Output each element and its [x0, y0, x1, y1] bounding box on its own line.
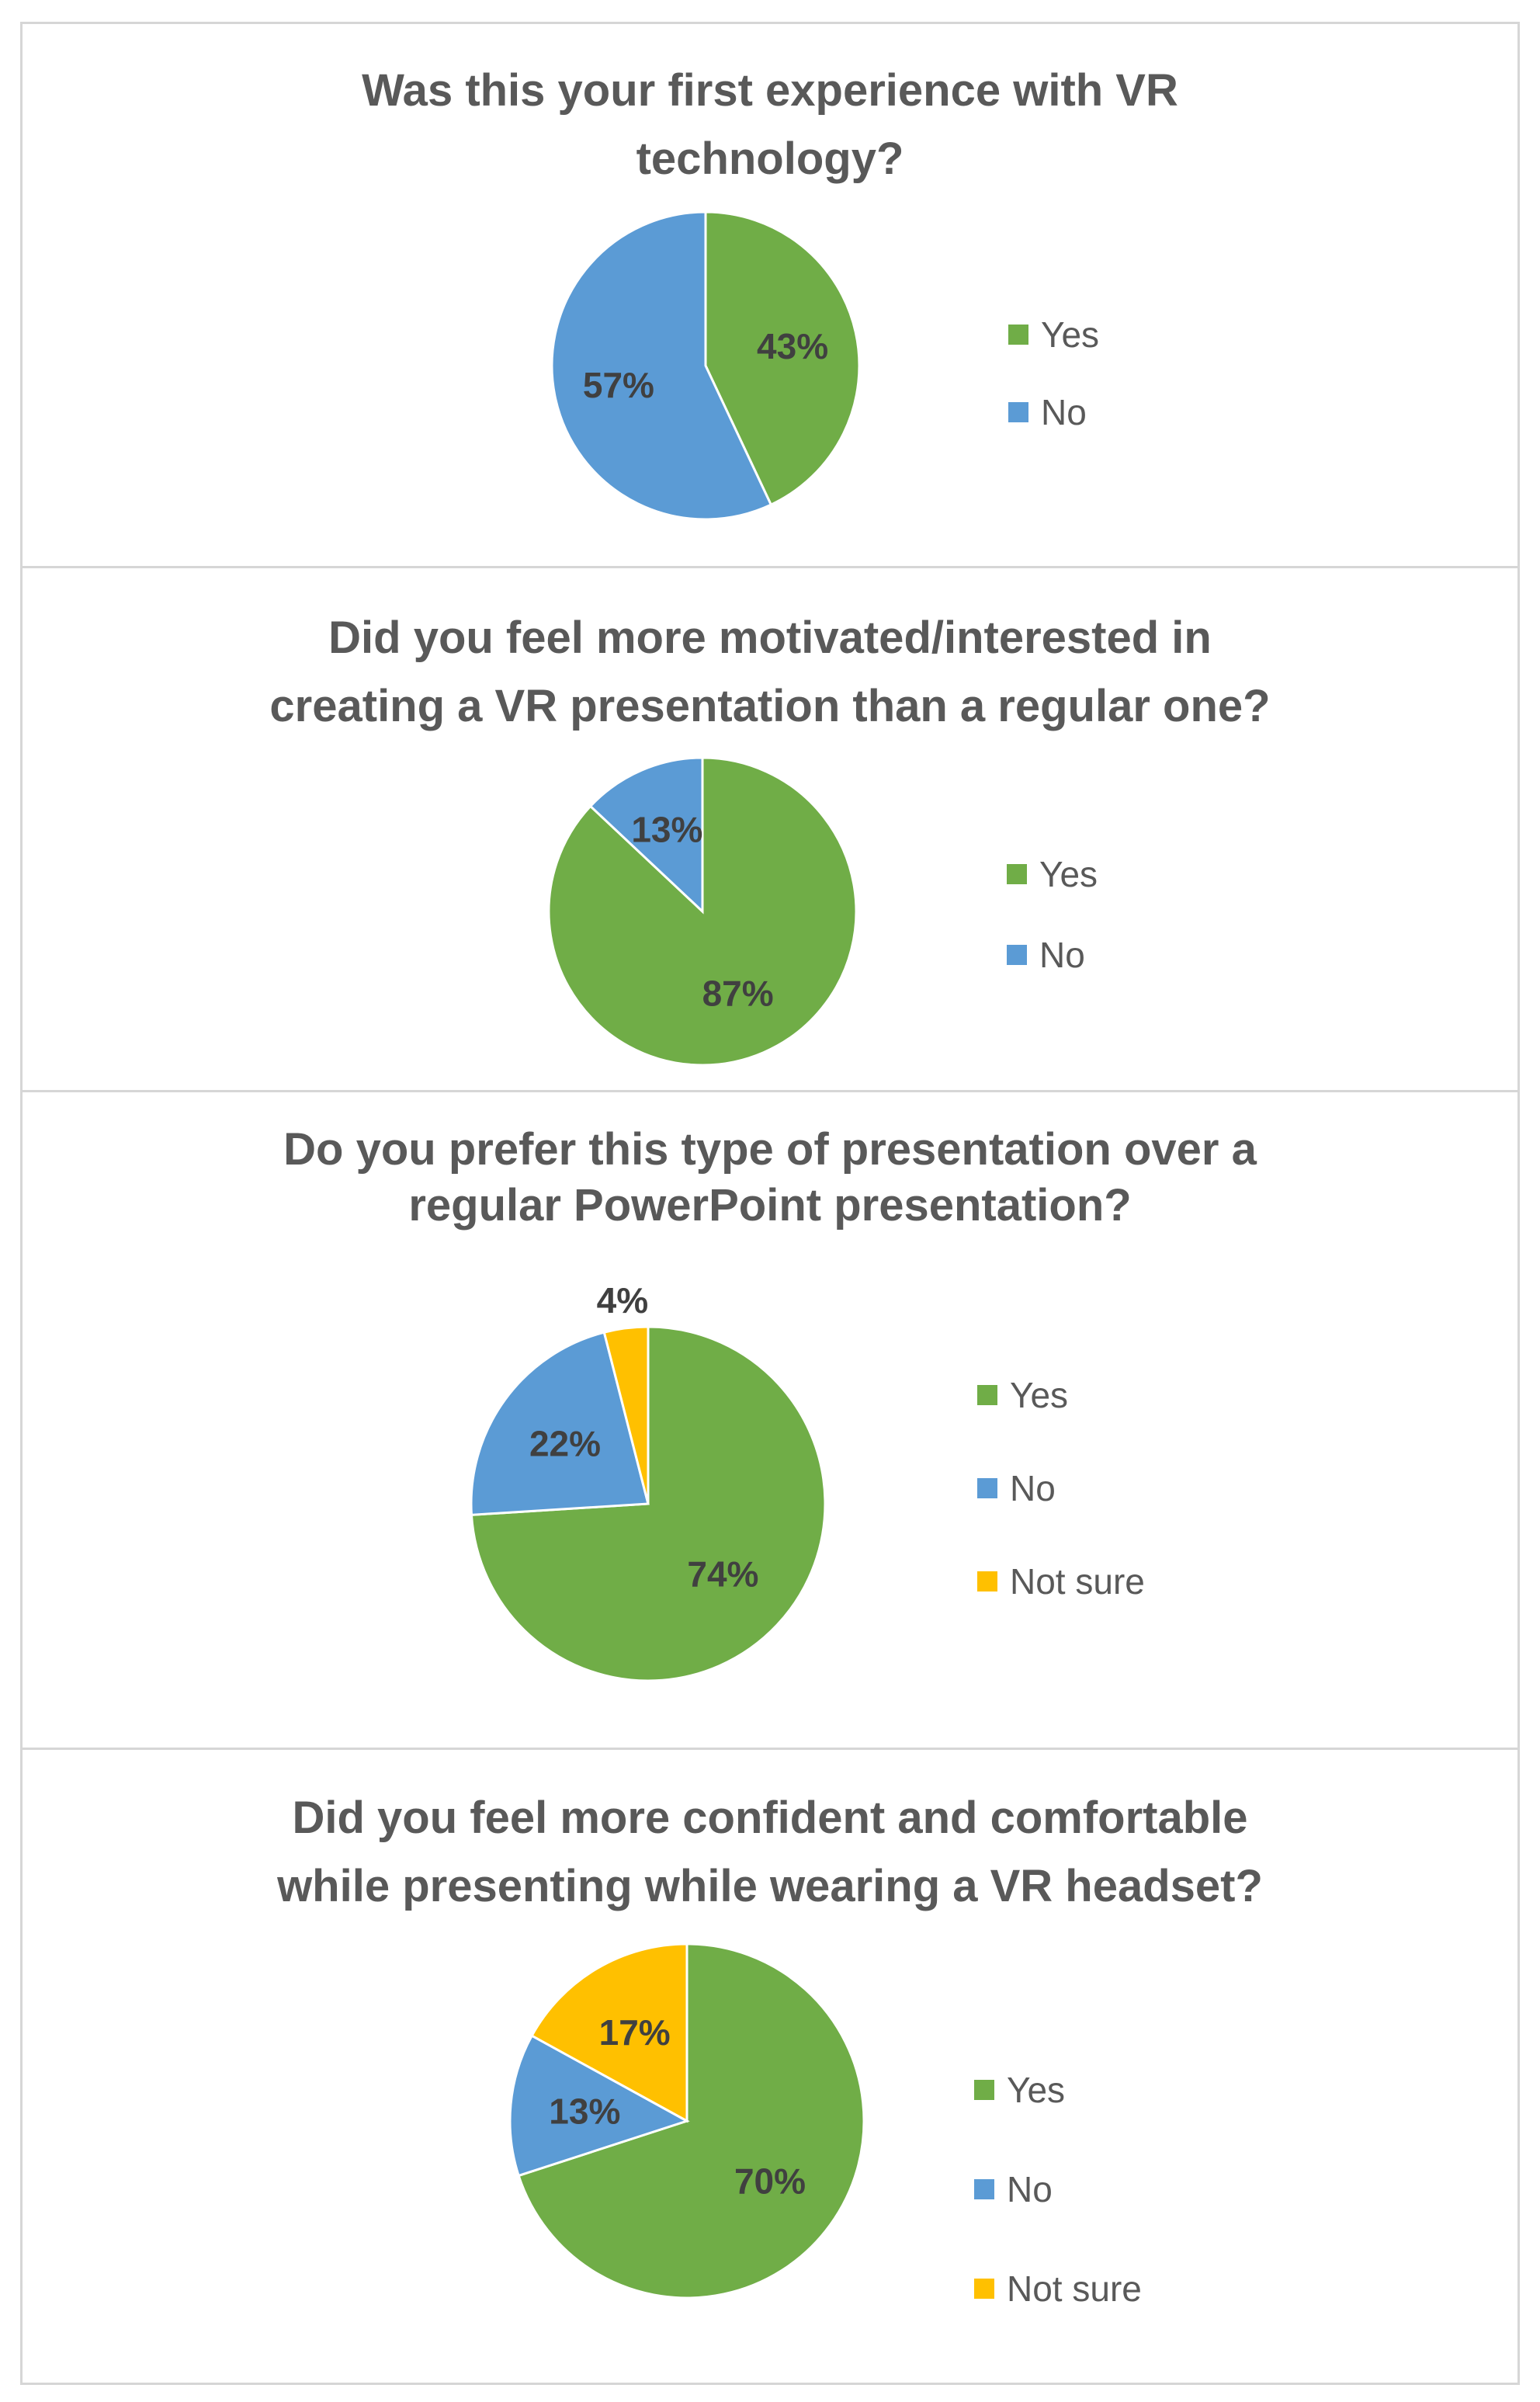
pie-slice-yes: [517, 1942, 865, 2300]
legend-label: No: [1007, 2169, 1053, 2209]
pie-slice-no: [588, 756, 704, 915]
legend-item-yes: Yes: [977, 1349, 1145, 1442]
pie-chart: 74% 22% 4%: [470, 1280, 827, 1682]
chart-legend: Yes No Not sure: [977, 1349, 1145, 1628]
legend-label: Yes: [1007, 2070, 1066, 2110]
legend-label: Yes: [1010, 1375, 1069, 1415]
legend-swatch-yes: [974, 2080, 994, 2100]
slice-value-label: 13%: [631, 810, 702, 850]
legend-item-yes: Yes: [974, 2040, 1142, 2140]
chart-title: Was this your first experience with VR t…: [362, 65, 1178, 184]
chart-panel-presentation-preference: Do you prefer this type of presentation …: [20, 1090, 1520, 1750]
legend-item-yes: Yes: [1007, 834, 1098, 915]
legend-swatch-yes: [1008, 325, 1028, 345]
chart-legend: Yes No: [1008, 296, 1099, 451]
chart-legend: Yes No Not sure: [974, 2040, 1142, 2338]
legend-swatch-yes: [1007, 864, 1027, 884]
pie-slice-yes: [547, 756, 858, 1067]
legend-item-not-sure: Not sure: [974, 2239, 1142, 2338]
pie-slice-no: [508, 2034, 690, 2178]
legend-item-no: No: [1008, 373, 1099, 451]
legend-item-no: No: [974, 2140, 1142, 2239]
legend-label: No: [1041, 392, 1087, 432]
pie-slice-no: [470, 1331, 650, 1516]
chart-panel-confidence: Did you feel more confident and comforta…: [20, 1748, 1520, 2385]
slice-value-label: 87%: [702, 973, 774, 1013]
chart-title: Did you feel more confident and comforta…: [277, 1793, 1263, 1911]
slice-value-label: 17%: [599, 2012, 671, 2053]
legend-swatch-yes: [977, 1385, 997, 1405]
legend-swatch-no: [977, 1478, 997, 1498]
legend-label: Yes: [1039, 854, 1098, 894]
legend-swatch-not-sure: [977, 1571, 997, 1591]
slice-value-label: 22%: [529, 1423, 601, 1463]
slice-value-label: 4%: [597, 1280, 648, 1321]
pie-slice-no: [550, 210, 773, 521]
legend-label: Not sure: [1010, 1561, 1145, 1602]
pie-slice-not-sure: [530, 1942, 688, 2123]
legend-label: Not sure: [1007, 2268, 1142, 2309]
legend-label: No: [1039, 935, 1085, 975]
chart-title: Did you feel more motivated/interested i…: [269, 613, 1271, 731]
legend-item-no: No: [1007, 915, 1098, 995]
slice-value-label: 13%: [549, 2091, 620, 2132]
pie-slice-not-sure: [602, 1325, 650, 1505]
legend-item-yes: Yes: [1008, 296, 1099, 373]
legend-swatch-no: [1008, 402, 1028, 422]
slice-value-label: 57%: [583, 365, 654, 405]
legend-item-no: No: [977, 1442, 1145, 1535]
legend-swatch-no: [1007, 945, 1027, 965]
legend-label: No: [1010, 1468, 1056, 1508]
legend-item-not-sure: Not sure: [977, 1535, 1145, 1628]
pie-chart: 70% 13% 17%: [508, 1942, 865, 2300]
legend-swatch-no: [974, 2179, 994, 2199]
legend-swatch-not-sure: [974, 2279, 994, 2299]
chart-title: Do you prefer this type of presentation …: [283, 1124, 1257, 1231]
chart-legend: Yes No: [1007, 834, 1098, 995]
slice-value-label: 74%: [687, 1554, 758, 1595]
pie-slice-yes: [704, 210, 861, 507]
pie-chart: 43% 57%: [550, 210, 861, 521]
legend-label: Yes: [1041, 314, 1100, 355]
pie-chart: 87% 13%: [547, 756, 858, 1067]
chart-panel-motivation: Did you feel more motivated/interested i…: [20, 566, 1520, 1092]
slice-value-label: 43%: [757, 326, 828, 366]
slice-value-label: 70%: [734, 2161, 806, 2202]
chart-panel-first-vr-experience: Was this your first experience with VR t…: [20, 22, 1520, 568]
